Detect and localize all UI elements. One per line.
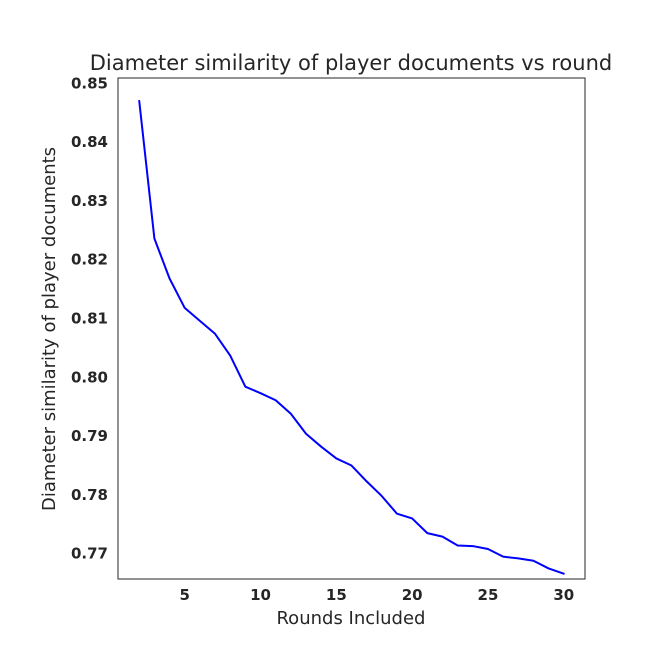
data-series-line — [138, 99, 565, 575]
x-tick-label: 15 — [326, 586, 347, 604]
y-tick-label: 0.83 — [71, 192, 108, 210]
y-tick-label: 0.82 — [71, 251, 108, 269]
y-axis-label: Diameter similarity of player documents — [39, 147, 60, 511]
y-tick-label: 0.85 — [71, 74, 108, 92]
y-tick-label: 0.80 — [71, 368, 108, 386]
y-axis-ticks: 0.77 0.78 0.79 0.80 0.81 0.82 0.83 0.84 0.85 — [71, 74, 108, 562]
x-axis-label: Rounds Included — [276, 608, 425, 629]
y-tick-label: 0.79 — [71, 427, 108, 445]
x-tick-label: 30 — [553, 586, 574, 604]
x-axis-ticks: 5 10 15 20 25 30 — [179, 586, 574, 604]
x-tick-label: 25 — [478, 586, 499, 604]
y-tick-label: 0.84 — [71, 133, 108, 151]
y-tick-label: 0.77 — [71, 545, 108, 563]
y-tick-label: 0.78 — [71, 486, 108, 504]
plot-area — [117, 77, 586, 580]
x-tick-label: 5 — [179, 586, 189, 604]
y-tick-label: 0.81 — [71, 310, 108, 328]
x-tick-label: 10 — [250, 586, 271, 604]
chart-title: Diameter similarity of player documents … — [90, 51, 612, 75]
x-tick-label: 20 — [402, 586, 423, 604]
